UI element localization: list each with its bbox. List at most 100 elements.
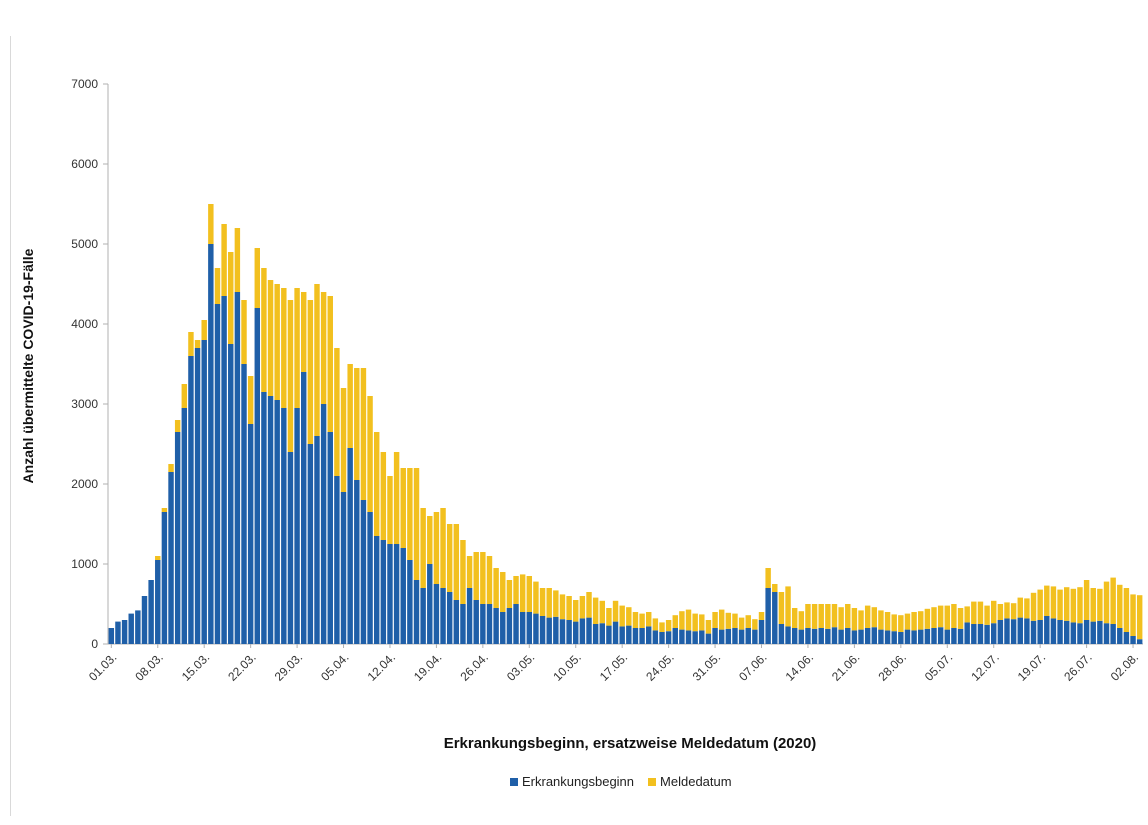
bar-meldedatum bbox=[785, 586, 791, 627]
bar-meldedatum bbox=[699, 614, 705, 631]
bar-meldedatum bbox=[652, 618, 659, 631]
x-tick-label: 28.06. bbox=[875, 650, 908, 683]
bar-erkrankungsbeginn bbox=[778, 624, 785, 644]
bar-meldedatum bbox=[188, 332, 194, 356]
bar-meldedatum bbox=[805, 604, 811, 628]
bar-meldedatum bbox=[1090, 588, 1096, 622]
bar-meldedatum bbox=[1110, 577, 1116, 624]
bar-meldedatum bbox=[665, 620, 672, 632]
bar-erkrankungsbeginn bbox=[738, 629, 745, 644]
legend-swatch-erkrankungsbeginn bbox=[510, 777, 518, 786]
bar-erkrankungsbeginn bbox=[904, 629, 911, 644]
bar-erkrankungsbeginn bbox=[1117, 628, 1123, 644]
bar-erkrankungsbeginn bbox=[971, 624, 977, 644]
legend-swatch-meldedatum bbox=[648, 777, 657, 786]
bar-erkrankungsbeginn bbox=[1044, 616, 1050, 644]
bar-erkrankungsbeginn bbox=[228, 344, 234, 644]
bar-meldedatum bbox=[553, 590, 559, 617]
bar-meldedatum bbox=[679, 611, 685, 630]
bar-erkrankungsbeginn bbox=[214, 304, 221, 644]
bar-erkrankungsbeginn bbox=[380, 540, 387, 644]
bar-erkrankungsbeginn bbox=[705, 633, 712, 644]
bar-erkrankungsbeginn bbox=[825, 628, 831, 644]
bar-erkrankungsbeginn bbox=[307, 444, 314, 644]
bar-meldedatum bbox=[599, 600, 605, 624]
bar-erkrankungsbeginn bbox=[1070, 622, 1077, 644]
bar-erkrankungsbeginn bbox=[1063, 620, 1070, 644]
bar-erkrankungsbeginn bbox=[427, 564, 433, 644]
y-tick-label: 6000 bbox=[71, 157, 98, 171]
bar-erkrankungsbeginn bbox=[619, 626, 625, 644]
bar-erkrankungsbeginn bbox=[997, 620, 1004, 644]
bar-erkrankungsbeginn bbox=[1024, 618, 1030, 644]
bar-meldedatum bbox=[1097, 588, 1103, 621]
bar-meldedatum bbox=[904, 613, 911, 630]
bar-meldedatum bbox=[493, 568, 499, 608]
bar-erkrankungsbeginn bbox=[400, 548, 406, 644]
bar-meldedatum bbox=[765, 568, 771, 588]
bar-meldedatum bbox=[500, 572, 506, 612]
bar-meldedatum bbox=[924, 608, 931, 629]
bar-meldedatum bbox=[427, 516, 433, 564]
bar-meldedatum bbox=[911, 612, 917, 631]
bar-erkrankungsbeginn bbox=[931, 628, 937, 644]
bar-meldedatum bbox=[546, 588, 552, 618]
bar-meldedatum bbox=[1136, 595, 1143, 640]
bar-meldedatum bbox=[347, 364, 353, 448]
bar-meldedatum bbox=[433, 512, 440, 584]
bar-erkrankungsbeginn bbox=[964, 622, 970, 644]
bar-meldedatum bbox=[791, 608, 798, 628]
bar-erkrankungsbeginn bbox=[327, 432, 333, 644]
x-tick-label: 15.03. bbox=[179, 650, 212, 683]
bar-erkrankungsbeginn bbox=[864, 628, 871, 644]
bar-erkrankungsbeginn bbox=[393, 544, 400, 644]
bar-meldedatum bbox=[984, 605, 990, 625]
bar-meldedatum bbox=[446, 524, 453, 592]
bar-meldedatum bbox=[918, 611, 924, 630]
bar-erkrankungsbeginn bbox=[805, 628, 811, 644]
bar-erkrankungsbeginn bbox=[526, 612, 533, 644]
bar-erkrankungsbeginn bbox=[765, 588, 771, 644]
bar-erkrankungsbeginn bbox=[1136, 639, 1143, 644]
bar-erkrankungsbeginn bbox=[433, 584, 440, 644]
bar-erkrankungsbeginn bbox=[732, 628, 738, 644]
bar-meldedatum bbox=[1050, 586, 1057, 619]
bar-erkrankungsbeginn bbox=[679, 629, 685, 644]
bar-erkrankungsbeginn bbox=[420, 588, 426, 644]
bar-erkrankungsbeginn bbox=[791, 628, 798, 644]
bar-meldedatum bbox=[367, 396, 373, 512]
bar-erkrankungsbeginn bbox=[188, 356, 194, 644]
bar-erkrankungsbeginn bbox=[858, 629, 864, 644]
bar-meldedatum bbox=[533, 581, 539, 614]
bar-erkrankungsbeginn bbox=[758, 620, 765, 644]
legend-item-erkrankungsbeginn: Erkrankungsbeginn bbox=[510, 774, 634, 789]
bar-erkrankungsbeginn bbox=[513, 604, 519, 644]
bar-meldedatum bbox=[460, 540, 466, 604]
bar-meldedatum bbox=[718, 609, 725, 630]
bar-meldedatum bbox=[400, 468, 406, 548]
bar-meldedatum bbox=[1010, 603, 1017, 620]
bar-meldedatum bbox=[738, 617, 745, 630]
bar-meldedatum bbox=[712, 612, 718, 628]
y-tick-label: 4000 bbox=[71, 317, 98, 331]
bar-meldedatum bbox=[818, 604, 824, 628]
bar-meldedatum bbox=[858, 610, 864, 630]
bar-erkrankungsbeginn bbox=[407, 560, 413, 644]
bar-erkrankungsbeginn bbox=[161, 512, 168, 644]
bar-meldedatum bbox=[267, 280, 274, 396]
bar-erkrankungsbeginn bbox=[301, 372, 307, 644]
bar-meldedatum bbox=[825, 604, 831, 629]
bar-erkrankungsbeginn bbox=[944, 629, 950, 644]
x-tick-label: 05.04. bbox=[318, 650, 351, 683]
bar-erkrankungsbeginn bbox=[785, 626, 791, 644]
bar-meldedatum bbox=[307, 300, 314, 444]
bar-meldedatum bbox=[1070, 588, 1077, 623]
bar-erkrankungsbeginn bbox=[699, 630, 705, 644]
bar-erkrankungsbeginn bbox=[493, 608, 499, 644]
bar-meldedatum bbox=[380, 452, 387, 540]
bar-erkrankungsbeginn bbox=[553, 616, 559, 644]
bar-erkrankungsbeginn bbox=[334, 476, 340, 644]
bar-meldedatum bbox=[287, 300, 294, 452]
bar-erkrankungsbeginn bbox=[1037, 620, 1043, 644]
bar-erkrankungsbeginn bbox=[247, 424, 254, 644]
